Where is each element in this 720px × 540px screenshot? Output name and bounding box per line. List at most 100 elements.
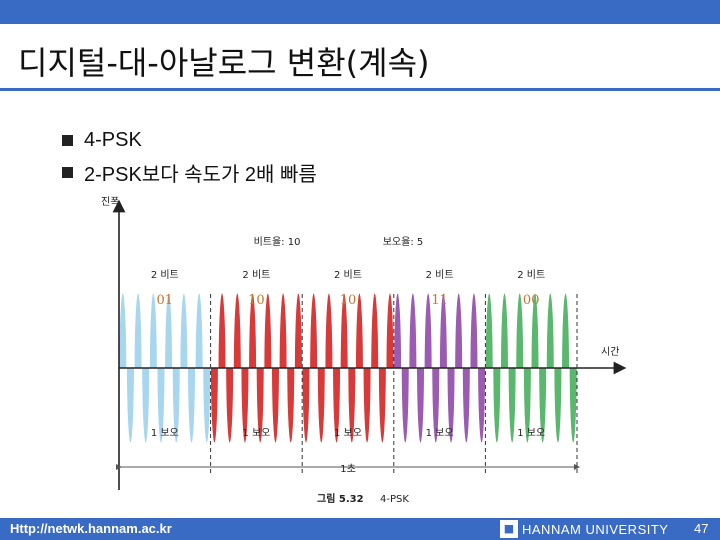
wave-lobe xyxy=(164,293,173,369)
wave-lobe xyxy=(179,293,189,369)
bits-label: 2 비트 xyxy=(426,269,454,281)
wave-lobe xyxy=(362,367,372,443)
wave-lobe xyxy=(462,367,471,443)
wave-lobe xyxy=(248,293,257,369)
duration-label: 1초 xyxy=(340,463,356,475)
bits-label: 2 비트 xyxy=(242,269,270,281)
wave-lobe xyxy=(485,293,494,369)
baud-label: 1 보오 xyxy=(242,427,270,439)
wave-lobe xyxy=(347,367,356,443)
bit-value-label: 10 xyxy=(248,293,265,308)
wave-lobe xyxy=(446,367,456,443)
wave-lobe xyxy=(332,367,341,443)
bullet-item: 2-PSK보다 속도가 2배 빠름 xyxy=(62,156,317,188)
wave-lobe xyxy=(530,293,540,369)
wave-lobe xyxy=(324,293,334,369)
slide-title: 디지털-대-아날로그 변환(계속) xyxy=(18,44,430,82)
footer-url: Http://netwk.hannam.ac.kr xyxy=(10,521,172,536)
wave-lobe xyxy=(523,367,532,443)
waveform-group xyxy=(118,293,578,443)
baud-label: 1 보오 xyxy=(517,427,545,439)
segment-wave xyxy=(393,293,486,443)
y-axis-label: 진폭 xyxy=(101,196,119,208)
wave-lobe xyxy=(431,367,440,443)
wave-lobe xyxy=(340,293,349,369)
wave-lobe xyxy=(172,367,181,443)
bullet-item: 4-PSK xyxy=(62,124,317,156)
baud-label: 1 보오 xyxy=(426,427,454,439)
wave-lobe xyxy=(507,367,517,443)
wave-lobe xyxy=(225,367,234,443)
wave-lobe xyxy=(370,293,379,369)
bit-value-label: 00 xyxy=(523,293,540,308)
caption-number: 그림 5.32 xyxy=(317,493,364,505)
bullet-square-icon xyxy=(62,166,73,178)
wave-lobe xyxy=(378,367,387,443)
footer-university: ■ HANNAM UNIVERSITY xyxy=(500,520,668,538)
wave-lobe xyxy=(477,367,486,443)
wave-lobe xyxy=(256,367,265,443)
wave-lobe xyxy=(408,293,418,369)
bits-label: 2 비트 xyxy=(517,269,545,281)
bit-value-label: 10 xyxy=(340,293,357,308)
wave-lobe xyxy=(317,367,326,443)
wave-lobe xyxy=(149,293,158,369)
segment-wave xyxy=(485,293,578,443)
bit-value-label: 11 xyxy=(431,293,448,308)
baud-label: 1 보오 xyxy=(334,427,362,439)
wave-lobe xyxy=(401,367,410,443)
wave-lobe xyxy=(156,367,166,443)
wave-lobe xyxy=(454,293,463,369)
wave-lobe xyxy=(118,293,127,369)
wave-lobe xyxy=(195,293,204,369)
baud-label: 1 보오 xyxy=(151,427,179,439)
wave-lobe xyxy=(569,367,578,443)
segment-wave xyxy=(301,293,395,443)
wave-lobe xyxy=(538,367,547,443)
wave-lobe xyxy=(278,293,288,369)
wave-lobe xyxy=(416,367,425,443)
bullet-text: 2-PSK보다 속도가 2배 빠름 xyxy=(84,163,317,186)
wave-lobe xyxy=(393,293,402,369)
wave-lobe xyxy=(492,367,501,443)
caption-text: 4-PSK xyxy=(380,494,409,505)
wave-lobe xyxy=(301,367,311,443)
bullet-text: 4-PSK xyxy=(84,128,142,151)
wave-lobe xyxy=(469,293,479,369)
wave-lobe xyxy=(210,367,219,443)
wave-lobe xyxy=(355,293,364,369)
wave-lobe xyxy=(286,367,295,443)
wave-lobe xyxy=(439,293,448,369)
wave-lobe xyxy=(309,293,318,369)
university-name: HANNAM UNIVERSITY xyxy=(522,521,669,537)
wave-lobe xyxy=(141,367,150,443)
top-banner xyxy=(0,0,720,24)
bits-label: 2 비트 xyxy=(334,269,362,281)
wave-lobe xyxy=(561,293,570,369)
wave-lobe xyxy=(240,367,250,443)
psk-figure: 진폭 시간 비트율: 10 보오율: 5 2 비트 01 1 보오 2 비트 10 1 보… xyxy=(101,196,627,505)
x-axis-label: 시간 xyxy=(601,346,619,358)
wave-lobe xyxy=(515,293,524,369)
wave-lobe xyxy=(202,367,211,443)
bullet-list: 4-PSK 2-PSK보다 속도가 2배 빠름 xyxy=(62,124,317,188)
wave-lobe xyxy=(500,293,509,369)
wave-lobe xyxy=(553,367,563,443)
segment-wave xyxy=(210,293,303,443)
wave-lobe xyxy=(187,367,196,443)
wave-lobe xyxy=(271,367,280,443)
wave-lobe xyxy=(263,293,272,369)
wave-lobe xyxy=(385,293,395,369)
bit-value-label: 01 xyxy=(157,293,174,308)
segment-labels: 2 비트 01 1 보오 2 비트 10 1 보오 2 비트 10 1 보오 2 비트 11 1 보오… xyxy=(151,269,545,439)
page-number: 47 xyxy=(694,521,709,536)
segment-dividers xyxy=(210,294,578,475)
bit-rate-label: 비트율: 10 xyxy=(254,236,301,248)
wave-lobe xyxy=(424,293,433,369)
bits-label: 2 비트 xyxy=(151,269,179,281)
wave-lobe xyxy=(126,367,135,443)
title-divider xyxy=(0,88,720,91)
segment-wave xyxy=(118,293,211,443)
wave-lobe xyxy=(133,293,143,369)
wave-lobe xyxy=(217,293,227,369)
